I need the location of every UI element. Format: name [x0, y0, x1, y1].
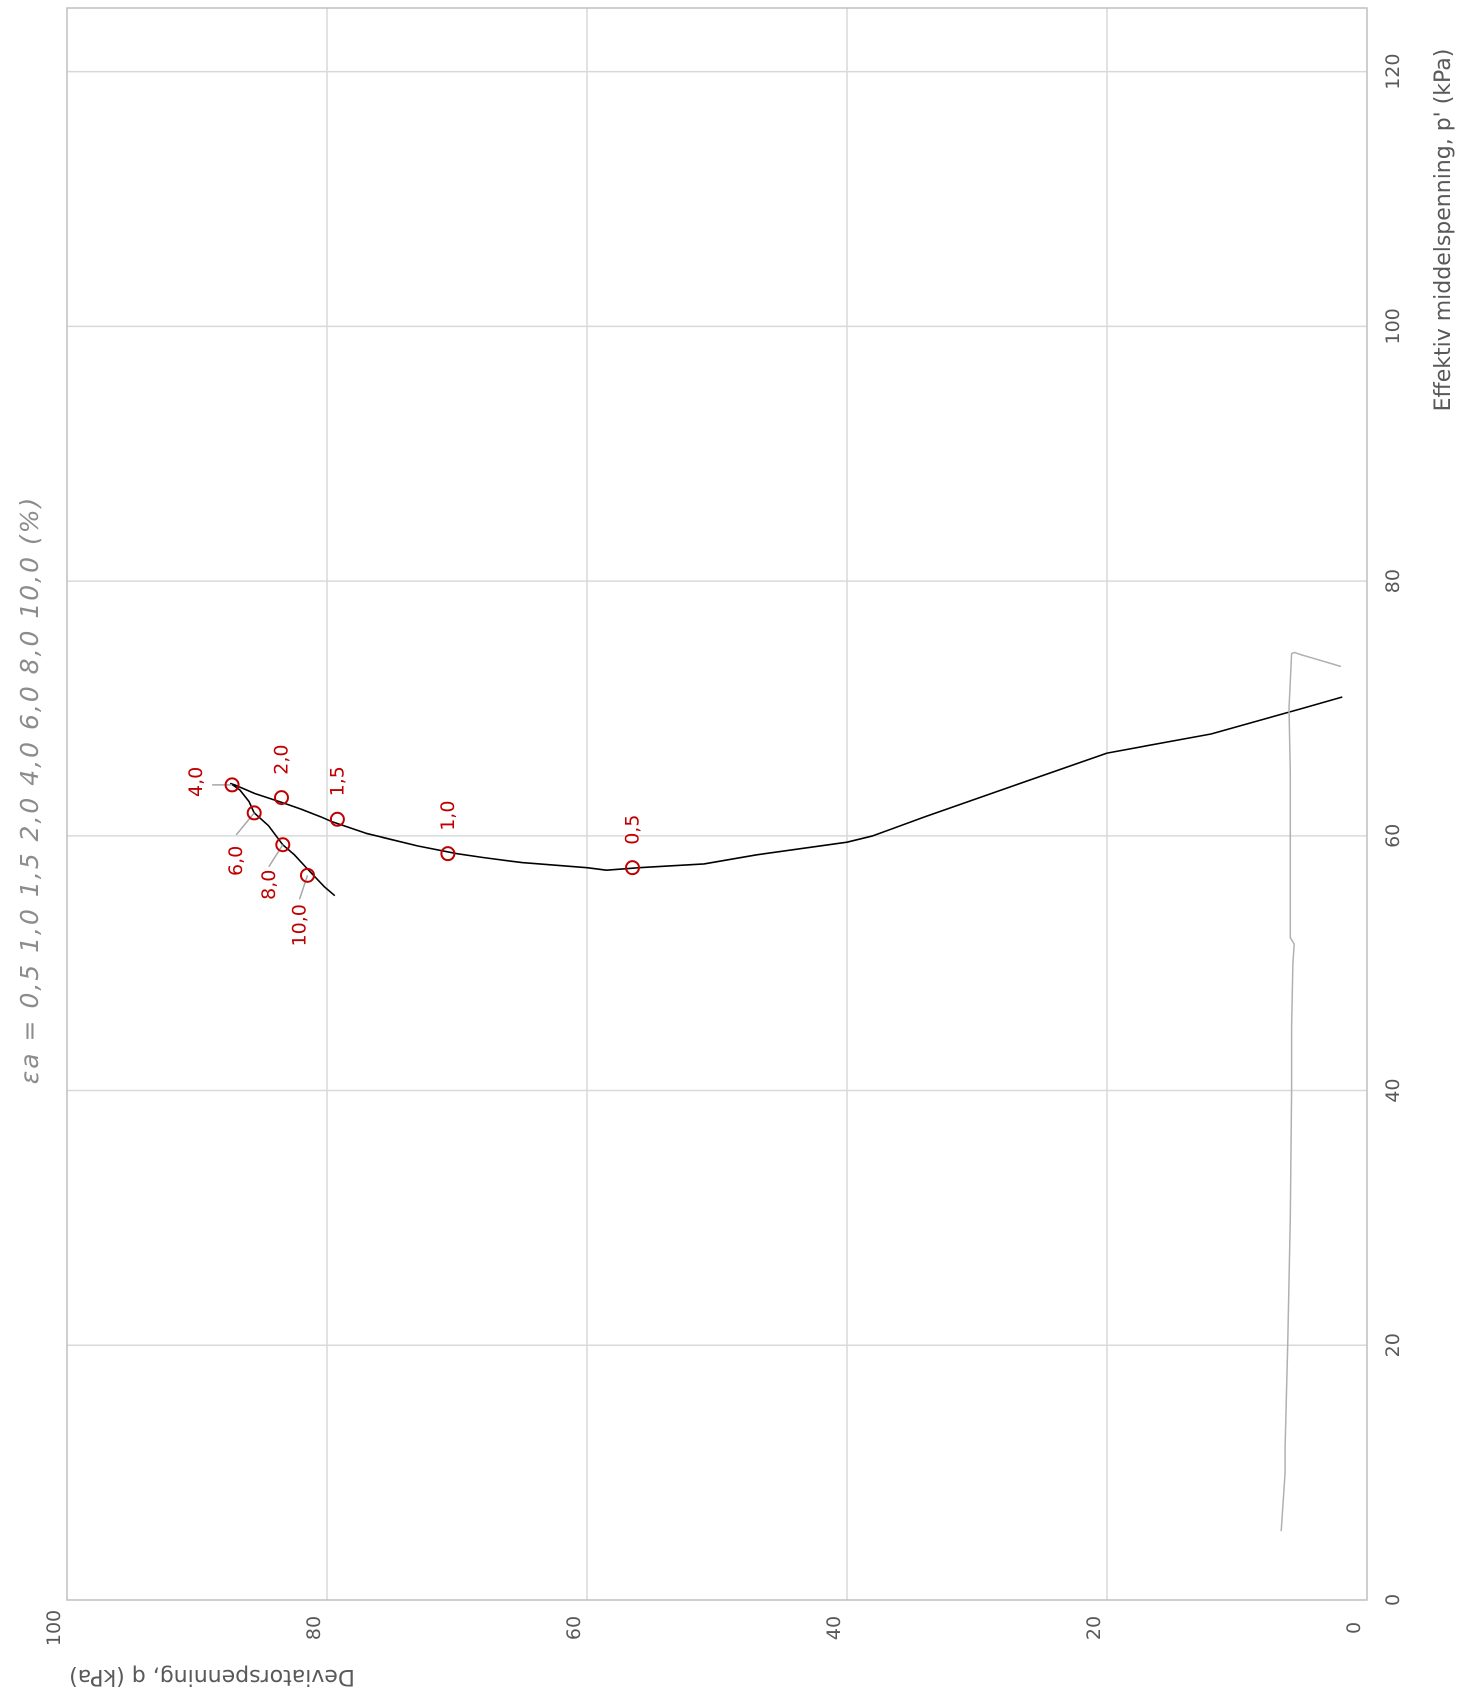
strain-legend: εa = 0,5 1,0 1,5 2,0 4,0 6,0 8,0 10,0 (%… — [15, 496, 44, 1084]
p-tick-label-100: 100 — [1382, 308, 1404, 344]
q-tick-label-80: 80 — [303, 1616, 325, 1640]
strain-marker-0-5 — [625, 860, 640, 876]
p-tick-label-0: 0 — [1382, 1594, 1404, 1606]
plot-area-frame — [66, 7, 1368, 1601]
strain-marker-6-0 — [246, 805, 262, 821]
strain-marker-label-10-0: 10,0 — [289, 904, 311, 946]
stress-path-line — [230, 696, 1343, 897]
strain-marker-4-0 — [224, 777, 240, 793]
strain-marker-label-6-0: 6,0 — [225, 846, 247, 876]
q-tick-label-20: 20 — [1083, 1616, 1105, 1640]
strain-marker-leader-8-0 — [268, 844, 284, 868]
strain-marker-label-1-5: 1,5 — [326, 766, 348, 796]
p-tick-label-20: 20 — [1382, 1333, 1404, 1357]
strain-markers: 0,5 1,0 1,5 2,0 4,0 6,0 8,0 10,0 — [185, 745, 643, 947]
q-tick-label-100: 100 — [43, 1610, 65, 1646]
strain-marker-leader-6-0 — [235, 812, 255, 836]
q-tick-label-0: 0 — [1343, 1622, 1365, 1634]
p-axis-title: Effektiv middelspenning, p' (kPa) — [1431, 49, 1456, 412]
strain-marker-1-0 — [440, 846, 456, 862]
p-tick-label-40: 40 — [1382, 1078, 1404, 1102]
p-tick-label-120: 120 — [1382, 54, 1404, 90]
strain-marker-label-0-5: 0,5 — [622, 815, 644, 845]
strain-marker-label-2-0: 2,0 — [271, 745, 293, 775]
strain-marker-label-1-0: 1,0 — [437, 801, 459, 831]
grid — [67, 8, 1367, 1600]
q-axis-title: Deviatorspenning, q (kPa) — [69, 1664, 355, 1689]
tick-labels: 0 20 40 60 80 100 120 0 20 40 60 80 100 — [43, 54, 1404, 1647]
strain-marker-2-0 — [274, 790, 289, 806]
p-tick-label-60: 60 — [1382, 824, 1404, 848]
consolidation-path-line — [1280, 651, 1342, 1532]
strain-marker-label-8-0: 8,0 — [258, 870, 280, 900]
strain-marker-10-0 — [300, 867, 315, 883]
strain-marker-1-5 — [329, 811, 345, 827]
strain-marker-8-0 — [275, 837, 291, 853]
q-tick-label-40: 40 — [823, 1616, 845, 1640]
q-tick-label-60: 60 — [563, 1616, 585, 1640]
series-layer — [230, 651, 1343, 1532]
strain-marker-leader-10-0 — [298, 875, 309, 900]
strain-marker-label-4-0: 4,0 — [185, 767, 207, 797]
p-tick-label-80: 80 — [1382, 569, 1404, 593]
